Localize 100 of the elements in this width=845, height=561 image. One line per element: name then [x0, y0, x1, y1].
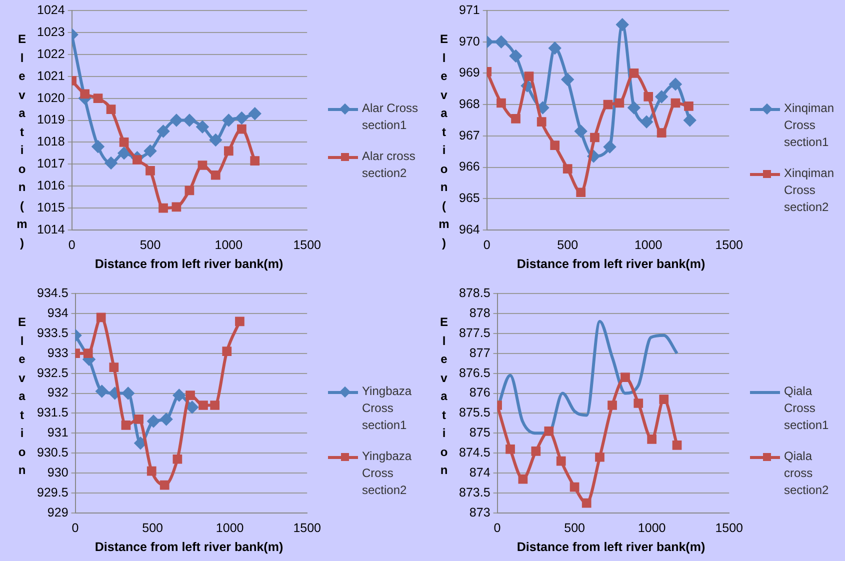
x-axis-title: Distance from left river bank(m) — [516, 540, 706, 554]
point — [237, 124, 246, 134]
point — [544, 426, 554, 436]
point — [210, 134, 222, 146]
point — [656, 90, 668, 103]
legend-label: Yingbaza Cross section2 — [362, 449, 412, 497]
point — [119, 138, 129, 147]
y-tick-label: 876.5 — [459, 366, 490, 380]
point — [96, 385, 108, 398]
point — [550, 140, 560, 150]
point — [184, 186, 194, 196]
point — [144, 144, 156, 157]
point — [536, 102, 549, 114]
point — [640, 116, 653, 128]
point — [250, 156, 260, 166]
y-tick-label: 929 — [47, 505, 68, 520]
legend-label: Xinqiman Cross section1 — [784, 101, 834, 149]
x-tick-label: 0 — [494, 520, 501, 535]
point — [634, 398, 644, 408]
point — [172, 202, 182, 212]
point — [620, 372, 630, 382]
point — [511, 114, 520, 124]
point — [496, 98, 506, 108]
point — [647, 434, 657, 444]
point — [105, 157, 118, 170]
point — [196, 120, 208, 133]
point — [93, 94, 103, 103]
y-tick-label: 931 — [47, 426, 68, 440]
point — [531, 446, 541, 456]
y-tick-label: 878 — [469, 306, 490, 320]
y-tick-label: 877 — [469, 346, 490, 360]
point — [518, 474, 528, 484]
point — [146, 466, 156, 476]
y-tick-label: 874.5 — [459, 446, 490, 460]
point — [146, 166, 155, 176]
y-tick-label: 1018 — [36, 134, 65, 149]
point — [118, 147, 130, 160]
point — [210, 400, 220, 410]
y-tick-label: 968 — [458, 97, 480, 112]
y-tick-label: 875 — [469, 426, 490, 440]
point — [670, 98, 680, 108]
legend-label: Qiala Cross section1 — [784, 384, 829, 432]
point — [608, 400, 617, 410]
point — [157, 125, 170, 138]
x-tick-label: 500 — [140, 238, 161, 252]
point — [506, 444, 515, 454]
point — [134, 414, 144, 424]
point — [248, 108, 261, 120]
y-tick-label: 930.5 — [37, 446, 68, 460]
point — [570, 482, 580, 492]
x-tick-label: 0 — [68, 238, 76, 252]
point — [524, 72, 534, 82]
point — [556, 456, 566, 466]
y-tick-label: 1014 — [36, 222, 65, 236]
point — [147, 415, 160, 428]
point — [173, 389, 186, 402]
point — [656, 128, 666, 138]
y-tick-label: 970 — [458, 34, 480, 48]
point — [576, 188, 586, 198]
point — [224, 146, 234, 156]
point — [109, 362, 119, 372]
x-tick-label: 1000 — [638, 520, 666, 535]
y-tick-label: 933 — [47, 346, 68, 360]
x-tick-label: 500 — [557, 238, 578, 252]
legend-label: Xinqiman Cross section2 — [784, 166, 834, 214]
point — [222, 346, 232, 356]
y-tick-label: 1024 — [36, 2, 65, 17]
y-tick-label: 932 — [47, 386, 68, 400]
x-tick-label: 500 — [142, 520, 164, 535]
point — [132, 155, 142, 164]
x-tick-label: 1500 — [293, 238, 322, 252]
legend-label: Yingbaza Cross section1 — [362, 384, 412, 432]
point — [684, 101, 694, 111]
point — [616, 18, 628, 31]
point — [222, 114, 235, 126]
point — [604, 140, 616, 153]
point — [614, 98, 624, 108]
legend-label: Alar Cross section1 — [362, 101, 418, 132]
x-tick-label: 1500 — [715, 238, 744, 252]
y-tick-label: 873 — [469, 505, 490, 520]
y-tick-label: 1015 — [36, 200, 65, 215]
point — [644, 92, 654, 102]
point — [536, 117, 546, 126]
point — [603, 100, 613, 110]
y-tick-label: 1023 — [36, 24, 65, 39]
y-tick-label: 1016 — [36, 178, 65, 193]
y-tick-label: 932.5 — [37, 366, 68, 380]
point — [186, 401, 198, 414]
point — [183, 114, 196, 126]
point — [186, 390, 195, 400]
point — [629, 68, 639, 78]
point — [672, 440, 682, 450]
point — [160, 413, 172, 426]
y-tick-label: 875.5 — [459, 406, 490, 420]
point — [548, 42, 561, 54]
x-tick-label: 1000 — [216, 520, 244, 535]
point — [198, 160, 208, 170]
legend-label: Alar cross section2 — [362, 149, 416, 180]
point — [80, 89, 90, 99]
y-tick-label: 1019 — [36, 112, 65, 127]
